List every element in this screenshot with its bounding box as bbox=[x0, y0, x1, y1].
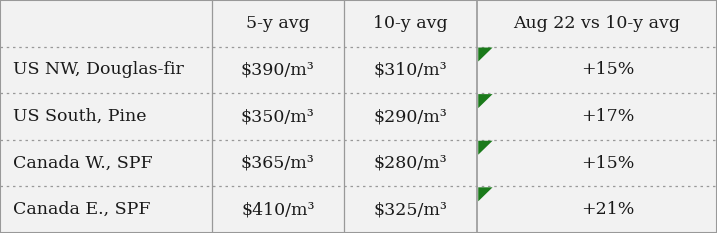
Text: $325/m³: $325/m³ bbox=[374, 201, 447, 218]
Text: +15%: +15% bbox=[581, 155, 635, 171]
Text: Aug 22 vs 10-y avg: Aug 22 vs 10-y avg bbox=[513, 15, 680, 32]
Text: Canada W., SPF: Canada W., SPF bbox=[13, 155, 153, 171]
Text: $290/m³: $290/m³ bbox=[374, 108, 447, 125]
Polygon shape bbox=[478, 187, 493, 201]
Text: $350/m³: $350/m³ bbox=[241, 108, 315, 125]
Text: +17%: +17% bbox=[581, 108, 635, 125]
Text: $280/m³: $280/m³ bbox=[374, 155, 447, 171]
Polygon shape bbox=[478, 48, 493, 62]
Text: $410/m³: $410/m³ bbox=[241, 201, 315, 218]
Text: Canada E., SPF: Canada E., SPF bbox=[13, 201, 151, 218]
Text: US NW, Douglas-fir: US NW, Douglas-fir bbox=[13, 62, 184, 78]
Text: 5-y avg: 5-y avg bbox=[246, 15, 310, 32]
Text: $390/m³: $390/m³ bbox=[241, 62, 315, 78]
Text: $310/m³: $310/m³ bbox=[374, 62, 447, 78]
Polygon shape bbox=[478, 94, 493, 108]
Text: 10-y avg: 10-y avg bbox=[373, 15, 448, 32]
Text: +15%: +15% bbox=[581, 62, 635, 78]
Text: +21%: +21% bbox=[581, 201, 635, 218]
Text: US South, Pine: US South, Pine bbox=[13, 108, 146, 125]
Polygon shape bbox=[478, 141, 493, 155]
Text: $365/m³: $365/m³ bbox=[241, 155, 315, 171]
